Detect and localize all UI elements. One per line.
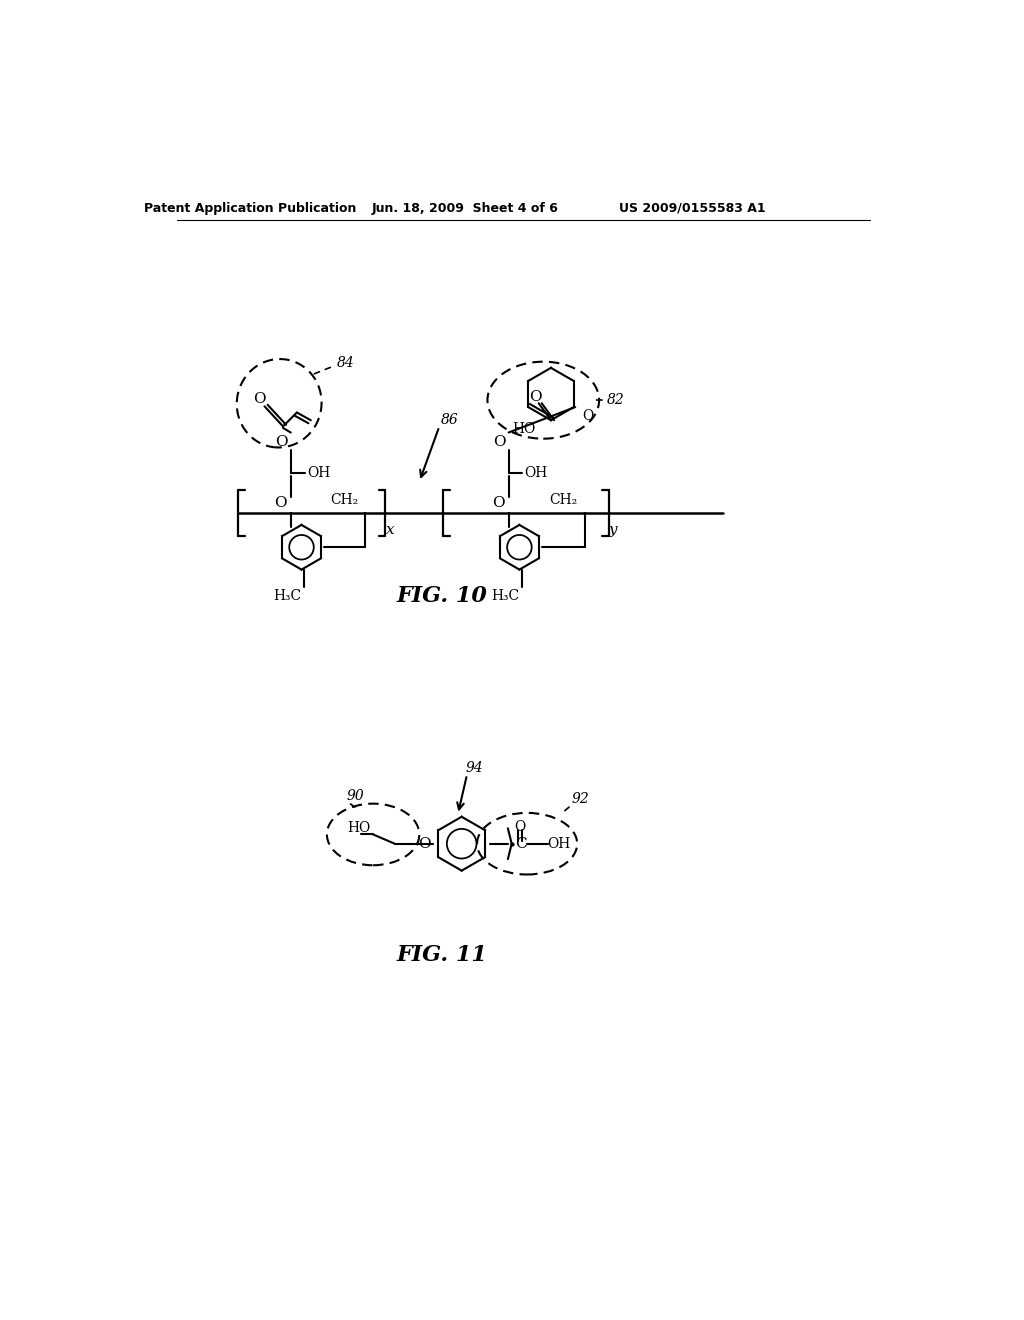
Text: y: y [609, 523, 617, 536]
Text: FIG. 10: FIG. 10 [397, 585, 487, 607]
Text: O: O [419, 837, 431, 850]
Text: O: O [494, 434, 506, 449]
Text: x: x [386, 523, 394, 536]
Text: 90: 90 [346, 789, 364, 803]
Text: O: O [275, 434, 288, 449]
Text: OH: OH [307, 466, 330, 479]
Text: 92: 92 [571, 792, 590, 807]
Text: 82: 82 [606, 393, 625, 407]
Text: Jun. 18, 2009  Sheet 4 of 6: Jun. 18, 2009 Sheet 4 of 6 [372, 202, 559, 215]
Text: FIG. 11: FIG. 11 [397, 944, 487, 966]
Text: H₃C: H₃C [492, 589, 519, 603]
Text: HO: HO [512, 421, 536, 436]
Text: O: O [582, 409, 593, 424]
Text: HO: HO [347, 821, 371, 836]
Text: CH₂: CH₂ [331, 492, 358, 507]
Text: O: O [493, 495, 505, 510]
Text: OH: OH [524, 466, 548, 479]
Text: O: O [514, 820, 525, 834]
Text: O: O [254, 392, 266, 405]
Text: O: O [529, 391, 542, 404]
Text: US 2009/0155583 A1: US 2009/0155583 A1 [620, 202, 766, 215]
Text: CH₂: CH₂ [549, 492, 578, 507]
Text: OH: OH [547, 837, 570, 850]
Text: 94: 94 [466, 762, 483, 775]
Text: Patent Application Publication: Patent Application Publication [143, 202, 356, 215]
Text: 84: 84 [337, 356, 354, 370]
Text: O: O [274, 495, 287, 510]
Text: 86: 86 [441, 413, 459, 428]
Text: H₃C: H₃C [273, 589, 302, 603]
Text: C: C [515, 837, 526, 850]
